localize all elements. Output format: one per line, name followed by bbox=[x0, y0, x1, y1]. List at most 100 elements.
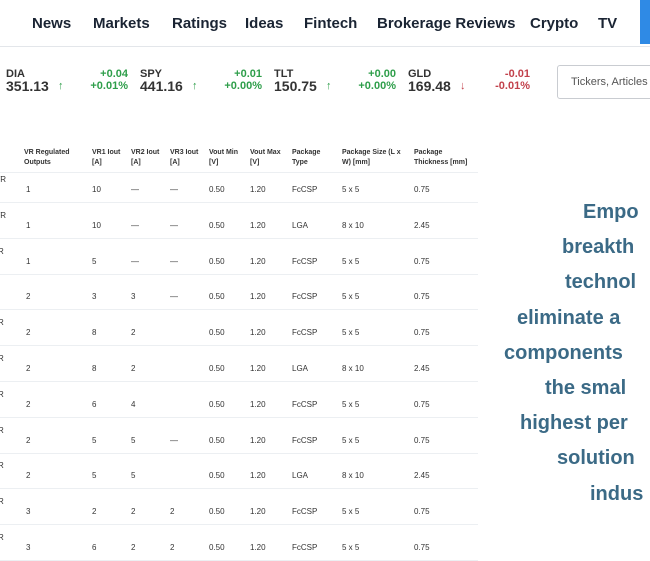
table-cell: 5 x 5 bbox=[342, 328, 360, 338]
ticker-change: -0.01 bbox=[504, 68, 530, 80]
table-cell: 1.20 bbox=[250, 220, 266, 230]
ticker-percent: +0.00% bbox=[224, 80, 262, 92]
nav-button[interactable] bbox=[640, 0, 650, 44]
table-cell: 0.50 bbox=[209, 435, 225, 445]
row-stub: R bbox=[0, 246, 4, 256]
ticker-change: +0.04 bbox=[100, 68, 128, 80]
table-cell: 8 x 10 bbox=[342, 364, 364, 373]
ticker-arrow: ↓ bbox=[460, 80, 466, 92]
table-cell: 5 x 5 bbox=[342, 399, 360, 409]
row-stub: R bbox=[0, 461, 4, 471]
row-divider bbox=[0, 345, 478, 347]
nav-link[interactable]: News bbox=[32, 15, 72, 32]
table-cell: LGA bbox=[292, 220, 309, 230]
promo-text: eliminate a bbox=[517, 306, 621, 329]
table-cell: 0.75 bbox=[414, 328, 430, 338]
table-cell: — bbox=[131, 256, 139, 266]
row-divider bbox=[0, 237, 478, 239]
table-cell: 2 bbox=[26, 292, 31, 302]
row-stub: R bbox=[0, 497, 4, 507]
table-cell: — bbox=[131, 185, 139, 194]
nav-link[interactable]: Brokerage Reviews bbox=[377, 15, 516, 32]
table-cell: 5 bbox=[92, 435, 97, 445]
table-cell: 6 bbox=[92, 543, 97, 552]
table-cell: 3 bbox=[26, 543, 31, 552]
ticker-symbol[interactable]: TLT bbox=[274, 68, 294, 80]
ticker-price: 441.16 bbox=[140, 78, 183, 94]
table-cell: 0.75 bbox=[414, 507, 430, 517]
row-divider bbox=[0, 416, 478, 418]
nav-link[interactable]: Ideas bbox=[245, 15, 284, 32]
table-cell: 2 bbox=[170, 543, 175, 552]
table-header: VR2 Iout [A] bbox=[131, 149, 160, 166]
table-cell: 10 bbox=[92, 185, 101, 194]
table-cell: 5 bbox=[92, 256, 97, 266]
row-divider bbox=[0, 273, 478, 275]
table-cell: FcCSP bbox=[292, 328, 318, 338]
row-divider bbox=[0, 488, 478, 490]
table-cell: 0.75 bbox=[414, 292, 430, 302]
table-cell: LGA bbox=[292, 471, 309, 481]
table-cell: 2 bbox=[26, 399, 31, 409]
table-cell: 5 x 5 bbox=[342, 435, 360, 445]
table-cell: 1.20 bbox=[250, 256, 266, 266]
table-cell: 0.50 bbox=[209, 399, 225, 409]
table-header: Package Thickness [mm] bbox=[414, 149, 468, 166]
table-cell: 5 x 5 bbox=[342, 185, 360, 194]
table-cell: — bbox=[170, 256, 178, 266]
table-cell: 2.45 bbox=[414, 364, 430, 373]
table-cell: — bbox=[170, 292, 178, 302]
row-divider bbox=[0, 172, 478, 173]
row-stub: R bbox=[0, 533, 4, 542]
row-divider bbox=[0, 202, 478, 203]
table-cell: — bbox=[170, 435, 178, 445]
table-cell: 2 bbox=[131, 543, 136, 552]
ticker-percent: +0.00% bbox=[358, 80, 396, 92]
table-cell: 2 bbox=[131, 507, 136, 517]
top-bar bbox=[0, 0, 650, 47]
table-cell: 2.45 bbox=[414, 220, 430, 230]
table-cell: 2 bbox=[131, 328, 136, 338]
table-cell: LGA bbox=[292, 364, 309, 373]
table-cell: 2 bbox=[170, 507, 175, 517]
ticker-arrow: ↑ bbox=[192, 80, 198, 92]
row-divider bbox=[0, 452, 478, 454]
table-cell: 1.20 bbox=[250, 328, 266, 338]
table-cell: 5 bbox=[131, 435, 136, 445]
ticker-symbol[interactable]: DIA bbox=[6, 68, 25, 80]
ticker-symbol[interactable]: SPY bbox=[140, 68, 163, 80]
nav-link[interactable]: Ratings bbox=[172, 15, 228, 32]
table-cell: 2 bbox=[92, 507, 97, 517]
nav-link[interactable]: TV bbox=[598, 15, 618, 32]
nav-link[interactable]: Markets bbox=[93, 15, 150, 32]
nav-link[interactable]: Fintech bbox=[304, 15, 358, 32]
row-divider bbox=[0, 309, 478, 311]
promo-text: indus bbox=[590, 482, 644, 505]
table-cell: 3 bbox=[131, 292, 136, 302]
table-cell: 2.45 bbox=[414, 471, 430, 481]
ticker-arrow: ↑ bbox=[326, 80, 332, 92]
row-stub: R bbox=[0, 425, 4, 435]
nav-link[interactable]: Crypto bbox=[530, 15, 579, 32]
table-cell: 3 bbox=[26, 507, 31, 517]
table-cell: 1.20 bbox=[250, 399, 266, 409]
promo-text: breakth bbox=[562, 236, 635, 259]
table-cell: 0.50 bbox=[209, 292, 225, 302]
table-cell: 0.50 bbox=[209, 543, 225, 552]
table-cell: 5 x 5 bbox=[342, 507, 360, 517]
ticker-price: 150.75 bbox=[274, 78, 317, 94]
table-cell: 0.75 bbox=[414, 543, 430, 552]
table-cell: 10 bbox=[92, 220, 101, 230]
table-cell: — bbox=[131, 220, 139, 230]
table-cell: 5 x 5 bbox=[342, 256, 360, 266]
table-cell: 0.75 bbox=[414, 256, 430, 266]
table-cell: FcCSP bbox=[292, 507, 318, 517]
table-cell: — bbox=[170, 220, 178, 230]
promo-text: components bbox=[504, 341, 623, 364]
ticker-change: +0.01 bbox=[234, 68, 262, 80]
search-input[interactable]: Tickers, Articles bbox=[557, 65, 650, 99]
table-cell: 0.50 bbox=[209, 507, 225, 517]
table-cell: — bbox=[170, 185, 178, 194]
ticker-symbol[interactable]: GLD bbox=[408, 68, 432, 80]
row-stub: R bbox=[0, 318, 4, 328]
